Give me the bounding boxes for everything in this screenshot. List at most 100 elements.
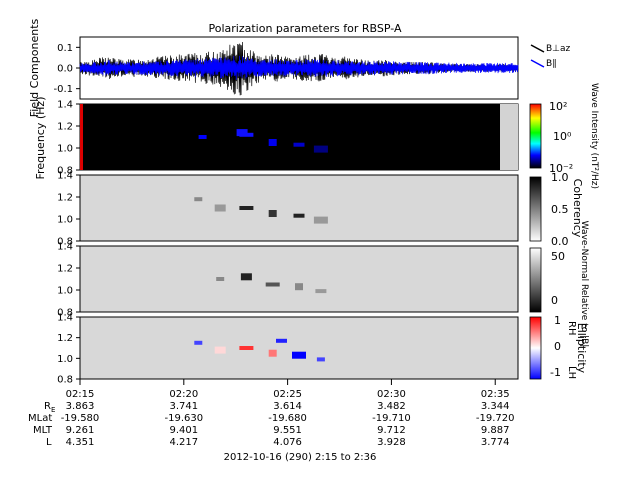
ephem-time-value: 02:30: [377, 389, 406, 400]
patch-coherency: [194, 197, 203, 202]
ephem-l-value: 4.217: [169, 437, 198, 448]
patch-ellipticity: [214, 346, 226, 354]
legend-line-bperp: [530, 44, 545, 53]
ephem-mlt-value: 9.887: [481, 425, 510, 436]
ephem-time-value: 02:25: [273, 389, 302, 400]
patch-ellipticity: [316, 357, 325, 362]
ellipticity-cbar-tick-mid: 0: [554, 340, 561, 353]
intensity-cbar-tick-bot: 10⁻²: [549, 162, 573, 175]
wave-normal-cbar-label: Wave-Normal Relative to |B|: [579, 221, 589, 348]
ephem-label-mlt: MLT: [33, 425, 53, 436]
ephem-re-value: 3.482: [377, 401, 406, 412]
ellipticity-ytick-label: 1.4: [57, 313, 73, 324]
coherency-cbar-tick-bot: 0.0: [551, 235, 569, 248]
intensity-colorbar: [529, 103, 542, 169]
field-legend: B⊥az B∥: [530, 44, 571, 69]
coherency-plot: [79, 174, 519, 242]
ephem-mlat-value: -19.720: [476, 413, 515, 424]
patch-wave-intensity: [293, 142, 305, 147]
no-data-region: [500, 104, 518, 170]
legend-label-bpar: B∥: [546, 59, 557, 69]
ellipticity-cbar-label: Ellipticity: [575, 323, 588, 374]
intensity-cbar-tick-top: 10²: [549, 100, 567, 113]
wave-intensity-patches: [198, 129, 328, 153]
patch-wave-intensity: [198, 135, 207, 139]
patch-wave-normal: [295, 283, 303, 291]
ellipticity-ytick-label: 1.0: [57, 354, 73, 365]
patch-ellipticity: [194, 340, 203, 345]
ellipticity-colorbar: [529, 316, 542, 380]
legend-label-bperp: B⊥az: [546, 44, 571, 54]
wave-normal-ytick-label: 1.4: [57, 242, 73, 253]
patch-coherency: [313, 216, 328, 224]
ephem-mlt-value: 9.551: [273, 425, 302, 436]
wave-normal-y-ticks: 1.4 1.2 1.0 0.8: [57, 242, 80, 319]
ephem-l-value: 3.928: [377, 437, 406, 448]
ephem-label-l: L: [46, 437, 52, 448]
coherency-ytick-label: 1.2: [57, 193, 73, 204]
ephem-label-re: R: [44, 401, 51, 412]
wave-normal-cbar-tick-top: 50: [551, 250, 565, 263]
ephem-time-value: 02:20: [169, 389, 198, 400]
ellipticity-cbar-tick-bot: -1: [550, 366, 561, 379]
ephemeris-row-labels: R E MLat MLT L: [28, 401, 55, 448]
intensity-cbar-tick-mid: 10⁰: [553, 130, 572, 143]
ellipticity-plot: [79, 316, 519, 380]
ellipticity-lh-label: LH: [566, 366, 577, 379]
wave-intensity-y-ticks: 1.4 1.2 1.0 0.8: [57, 100, 80, 177]
patch-coherency: [293, 213, 305, 218]
field-panel: 0.1 0.0 -0.1 Field Components B⊥az B∥: [28, 18, 571, 117]
wave-normal-colorbar: [529, 247, 542, 313]
ephem-time-value: 02:35: [481, 389, 510, 400]
time-axis: 02:153.863-19.5809.2614.35102:203.741-19…: [61, 378, 518, 448]
patch-wave-intensity: [236, 129, 248, 137]
patch-wave-normal: [315, 289, 327, 294]
coherency-ytick-label: 1.4: [57, 171, 73, 182]
ephem-mlat-value: -19.680: [268, 413, 307, 424]
frequency-ylabel: Frequency (Hz): [34, 97, 47, 180]
coherency-ytick-label: 0.8: [57, 237, 73, 248]
patch-coherency: [239, 206, 254, 210]
wave-intensity-ytick-label: 1.0: [57, 144, 73, 155]
wave-normal-plot: [79, 245, 519, 313]
patch-coherency: [268, 210, 277, 217]
ephem-label-re-sub: E: [51, 406, 55, 414]
field-traces: [79, 42, 519, 96]
ephem-mlt-value: 9.261: [66, 425, 95, 436]
ellipticity-y-ticks: 1.4 1.2 1.0 0.8: [57, 313, 80, 386]
ephem-l-value: 4.351: [66, 437, 95, 448]
coherency-ytick-label: 1.0: [57, 215, 73, 226]
time-range-label: 2012-10-16 (290) 2:15 to 2:36: [224, 452, 377, 463]
coherency-cbar-tick-mid: 0.5: [551, 203, 569, 216]
coherency-patches: [194, 197, 328, 224]
ellipticity-rh-label: RH: [566, 321, 577, 335]
wave-normal-ytick-label: 0.8: [57, 308, 73, 319]
wave-normal-ytick-label: 1.2: [57, 264, 73, 275]
wave-intensity-ytick-label: 0.8: [57, 166, 73, 177]
ephem-mlat-value: -19.630: [165, 413, 204, 424]
ephem-mlat-value: -19.710: [372, 413, 411, 424]
patch-wave-normal: [265, 282, 280, 287]
patch-ellipticity: [292, 351, 306, 359]
ephem-mlat-value: -19.580: [61, 413, 100, 424]
wave-normal-patches: [216, 273, 327, 294]
wave-intensity-ytick-label: 1.4: [57, 100, 73, 111]
wave-normal-ytick-label: 1.0: [57, 286, 73, 297]
ephem-time-value: 02:15: [66, 389, 95, 400]
field-ylabel: Field Components: [28, 18, 41, 117]
field-ytick-label: 0.0: [57, 64, 73, 75]
intensity-cbar-label: Wave Intensity (nT²/Hz): [589, 83, 599, 189]
ellipticity-cbar-tick-top: 1: [554, 314, 561, 327]
field-ytick-label: 0.1: [57, 43, 73, 54]
patch-ellipticity: [239, 346, 254, 350]
patch-wave-intensity: [268, 139, 277, 146]
wave-normal-cbar-tick-bot: 0: [551, 294, 558, 307]
coherency-cbar-label: Coherency: [571, 179, 584, 238]
ephem-re-value: 3.614: [273, 401, 302, 412]
wave-intensity-ytick-label: 1.2: [57, 122, 73, 133]
ephem-l-value: 3.774: [481, 437, 510, 448]
data-gap-start: [80, 104, 83, 170]
ellipticity-ytick-label: 1.2: [57, 333, 73, 344]
ellipticity-ytick-label: 0.8: [57, 375, 73, 386]
ephem-l-value: 4.076: [273, 437, 302, 448]
